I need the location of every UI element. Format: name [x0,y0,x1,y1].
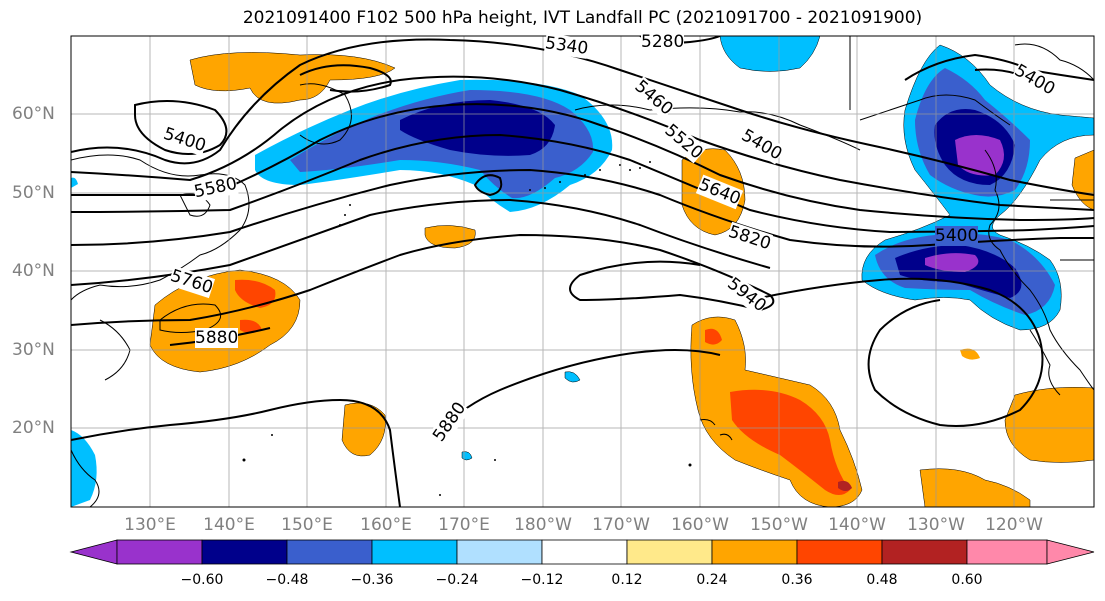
lat-label-50n: 50°N [12,183,55,203]
lon-label: 160°W [671,515,729,535]
lon-label: 130°E [124,515,176,535]
colorbar-tick-label: 0.36 [781,572,813,588]
colorbar-tick-label: −0.36 [350,572,394,588]
colorbar-tick-label: −0.60 [180,572,224,588]
colorbar-tick-label: −0.12 [520,572,564,588]
lon-label: 140°E [203,515,255,535]
height-contours [71,36,1094,507]
map-title: 2021091400 F102 500 hPa height, IVT Land… [242,8,923,28]
lon-label: 150°W [750,515,808,535]
lat-label-20n: 20°N [12,418,55,438]
colorbar-tick-label: −0.48 [265,572,309,588]
lon-label: 180°W [514,515,572,535]
colorbar-tick-label: 0.12 [611,572,643,588]
gridlines [71,36,1094,507]
lon-label: 170°W [592,515,650,535]
lat-label-30n: 30°N [12,340,55,360]
colorbar-tick-label: 0.60 [951,572,983,588]
lat-label-60n: 60°N [12,104,55,124]
lon-label: 160°E [360,515,412,535]
lon-label: 150°E [281,515,333,535]
lon-label: 120°W [985,515,1043,535]
colorbar [69,539,1095,565]
colorbar-tick-label: 0.48 [866,572,898,588]
island-chains [242,161,692,496]
lat-label-40n: 40°N [12,261,55,281]
lon-label: 130°W [907,515,965,535]
map-plot-area [71,36,1094,507]
lon-label: 170°E [438,515,490,535]
colorbar-tick-label: 0.24 [696,572,728,588]
lon-label: 140°W [828,515,886,535]
colorbar-tick-label: −0.24 [435,572,479,588]
